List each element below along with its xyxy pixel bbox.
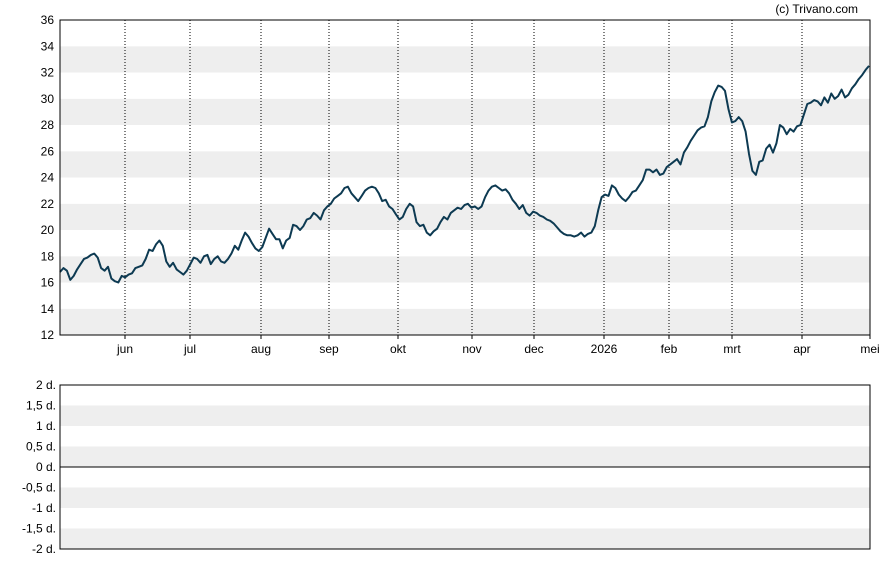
y-tick-label: 28 (41, 118, 55, 132)
sub-y-tick-label: 0 d. (36, 460, 56, 474)
x-tick-label: dec (524, 342, 543, 356)
price-series (59, 65, 870, 284)
x-tick-label: sep (319, 342, 339, 356)
main-band (60, 177, 870, 204)
x-tick-label: jun (116, 342, 133, 356)
main-band (60, 230, 870, 257)
sub-band (60, 467, 870, 488)
sub-y-tick-label: 1,5 d. (26, 399, 56, 413)
x-tick-label: mei (860, 342, 879, 356)
sub-chart-frame (59, 384, 871, 550)
main-band (60, 282, 870, 309)
sub-y-axis: 2 d. 1,5 d. 1 d. 0,5 d. 0 d. -0,5 d. -1 d. -1,5… (22, 378, 56, 556)
sub-y-tick-label: -1,5 d. (22, 522, 56, 536)
x-tick-label: aug (251, 342, 271, 356)
y-tick-label: 24 (41, 171, 55, 185)
main-band (60, 308, 870, 335)
main-band (60, 203, 870, 230)
copyright-label: (c) Trivano.com (775, 2, 858, 16)
price-line (59, 65, 870, 284)
main-band (60, 125, 870, 152)
main-band (60, 256, 870, 283)
sub-band (60, 528, 870, 549)
sub-y-tick-label: 1 d. (36, 419, 56, 433)
sub-band (60, 487, 870, 508)
main-plot-border (59, 19, 871, 336)
main-band (60, 20, 870, 47)
y-tick-label: 16 (41, 276, 55, 290)
y-tick-label: 36 (41, 13, 55, 27)
main-y-axis: 12 14 16 18 20 22 24 26 28 30 32 34 36 (41, 13, 55, 342)
sub-y-tick-label: 0,5 d. (26, 440, 56, 454)
x-tick-label: feb (661, 342, 678, 356)
sub-band (60, 446, 870, 467)
y-tick-label: 22 (41, 197, 55, 211)
x-tick-label: apr (793, 342, 810, 356)
x-tick-label: okt (390, 342, 407, 356)
sub-band (60, 385, 870, 406)
sub-chart-bands (60, 385, 870, 549)
y-tick-label: 30 (41, 92, 55, 106)
sub-y-tick-label: 2 d. (36, 378, 56, 392)
y-tick-label: 26 (41, 144, 55, 158)
sub-band (60, 508, 870, 529)
sub-band (60, 426, 870, 447)
main-band (60, 46, 870, 73)
main-chart-bands (60, 20, 870, 335)
main-band (60, 72, 870, 99)
sub-plot-border (59, 384, 871, 550)
main-x-axis: jun jul aug sep okt nov dec 2026 feb mrt apr mei (116, 335, 880, 356)
sub-y-tick-label: -0,5 d. (22, 481, 56, 495)
x-tick-label: mrt (723, 342, 741, 356)
x-tick-label: jul (183, 342, 196, 356)
x-tick-label: 2026 (591, 342, 618, 356)
y-tick-label: 20 (41, 223, 55, 237)
x-tick-label: nov (462, 342, 481, 356)
sub-y-tick-label: -1 d. (32, 501, 56, 515)
y-tick-label: 14 (41, 302, 55, 316)
y-tick-label: 32 (41, 66, 55, 80)
sub-y-tick-label: -2 d. (32, 542, 56, 556)
main-band (60, 98, 870, 125)
main-chart-frame (59, 19, 871, 336)
main-band (60, 151, 870, 178)
sub-band (60, 405, 870, 426)
y-tick-label: 34 (41, 39, 55, 53)
y-tick-label: 12 (41, 328, 55, 342)
y-tick-label: 18 (41, 249, 55, 263)
